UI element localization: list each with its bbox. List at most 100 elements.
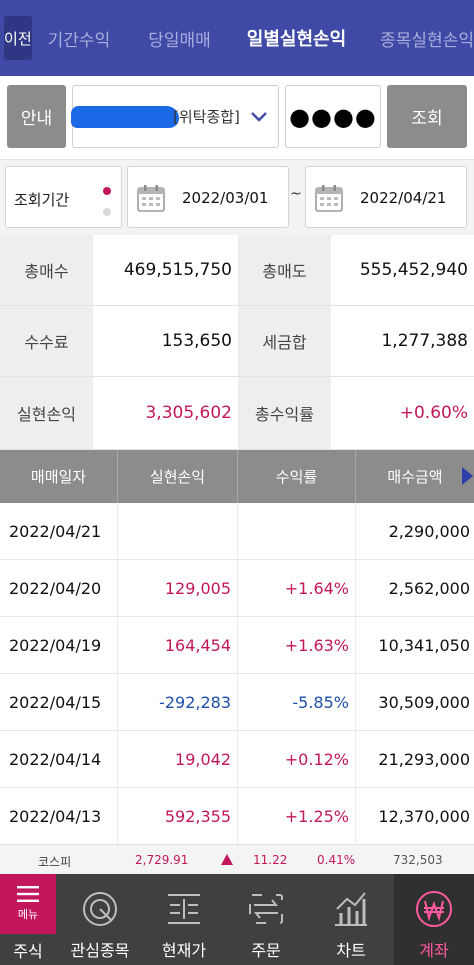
row-pl: 129,005 [118, 560, 238, 617]
top-tab-bar: 이전 기간수익 당일매매 일별실현손익 종목실현손익 [0, 0, 474, 76]
password-field[interactable]: ●●●● [285, 85, 381, 148]
col-trade-date[interactable]: 매매일자 [0, 450, 118, 503]
period-label: 조회기간 [14, 191, 70, 209]
total-return-value: +0.60% [331, 377, 474, 450]
row-amount: 12,370,000 [378, 807, 470, 826]
tax-label: 세금합 [238, 306, 331, 377]
up-triangle-icon [221, 854, 233, 865]
account-row: 안내 [위탁종합] ●●●● 조회 [0, 76, 474, 160]
nav-chart[interactable]: 차트 [308, 874, 394, 965]
tab-stock-realized[interactable]: 종목실현손익 [380, 30, 474, 51]
row-date: 2022/04/21 [0, 503, 118, 560]
account-type-label: [위탁종합] [173, 108, 240, 126]
menu-top[interactable]: 메뉴 [0, 874, 56, 934]
period-option-active-dot[interactable] [103, 187, 111, 195]
won-coin-icon [416, 891, 452, 927]
row-amount: 2,290,000 [388, 522, 470, 541]
row-rate: +1.25% [238, 788, 356, 844]
row-pl [118, 503, 238, 560]
fee-label: 수수료 [0, 306, 93, 377]
total-sell-label: 총매도 [238, 235, 331, 306]
ticker-percent: 0.41% [317, 853, 356, 867]
calendar-icon [315, 185, 343, 212]
nav-watchlist[interactable]: 관심종목 [56, 874, 144, 965]
ticker-name: 코스피 [38, 855, 72, 869]
market-ticker[interactable]: 코스피 2,729.91 11.22 0.41% 732,503 [0, 844, 474, 874]
row-rate: +1.63% [238, 617, 356, 674]
col-buy-amount[interactable]: 매수금액 [387, 468, 443, 486]
row-pl: 164,454 [118, 617, 238, 674]
nav-label: 현재가 [161, 941, 207, 960]
ticker-volume: 732,503 [393, 853, 443, 867]
row-pl: 19,042 [118, 731, 238, 788]
nav-label: 관심종목 [70, 941, 130, 960]
row-amount: 10,341,050 [378, 636, 470, 655]
row-date: 2022/04/19 [0, 617, 118, 674]
bottom-nav: 메뉴 주식 관심종목 현재가 주문 [0, 874, 474, 965]
row-amount: 21,293,000 [378, 750, 470, 769]
menu-button[interactable]: 메뉴 주식 [0, 874, 56, 965]
row-amount: 2,562,000 [388, 579, 470, 598]
guide-button[interactable]: 안내 [7, 85, 66, 148]
row-rate: +1.64% [238, 560, 356, 617]
scroll-right-icon[interactable] [462, 467, 473, 485]
menu-label: 메뉴 [17, 908, 39, 921]
period-row: 조회기간 2022/03/01 ~ 2022/04/21 [0, 160, 474, 235]
table-row[interactable]: 2022/04/20 129,005 +1.64% 2,562,000 [0, 560, 474, 617]
query-button[interactable]: 조회 [387, 85, 467, 148]
nav-current-price[interactable]: 현재가 [144, 874, 224, 965]
nav-label: 주문 [251, 941, 281, 960]
row-date: 2022/04/13 [0, 788, 118, 844]
fee-value: 153,650 [93, 306, 238, 377]
table-row[interactable]: 2022/04/13 592,355 +1.25% 12,370,000 [0, 788, 474, 844]
row-rate: -5.85% [238, 674, 356, 731]
period-selector[interactable]: 조회기간 [5, 166, 122, 228]
row-rate: +0.12% [238, 731, 356, 788]
tab-period-return[interactable]: 기간수익 [47, 30, 111, 51]
tab-daily-trade[interactable]: 당일매매 [148, 30, 211, 51]
chart-icon [335, 892, 367, 926]
col-return-rate[interactable]: 수익률 [238, 450, 356, 503]
table-row[interactable]: 2022/04/14 19,042 +0.12% 21,293,000 [0, 731, 474, 788]
row-pl: 592,355 [118, 788, 238, 844]
calendar-icon [137, 185, 165, 212]
end-date-field[interactable]: 2022/04/21 [305, 166, 467, 228]
total-buy-value: 469,515,750 [93, 235, 238, 306]
total-return-label: 총수익률 [238, 377, 331, 450]
nav-label: 계좌 [419, 941, 449, 960]
table-header: 매매일자 실현손익 수익률 매수금액 [0, 450, 474, 503]
table-row[interactable]: 2022/04/19 164,454 +1.63% 10,341,050 [0, 617, 474, 674]
row-date: 2022/04/14 [0, 731, 118, 788]
nav-label: 차트 [336, 941, 366, 960]
row-amount: 30,509,000 [378, 693, 470, 712]
total-buy-label: 총매수 [0, 235, 93, 306]
row-date: 2022/04/15 [0, 674, 118, 731]
nav-account[interactable]: 계좌 [394, 874, 474, 965]
prev-button[interactable]: 이전 [4, 16, 32, 60]
table-body: 2022/04/21 2,290,000 2022/04/20 129,005 … [0, 503, 474, 844]
menu-stock-label[interactable]: 주식 [0, 934, 56, 965]
ticker-change: 11.22 [253, 853, 288, 867]
end-date-value: 2022/04/21 [360, 189, 447, 207]
hamburger-icon [17, 886, 39, 902]
chevron-down-icon [251, 112, 267, 122]
redaction-mark [71, 106, 179, 128]
col-realized-pl[interactable]: 실현손익 [118, 450, 238, 503]
summary-table: 총매수 469,515,750 총매도 555,452,940 수수료 153,… [0, 235, 474, 450]
start-date-field[interactable]: 2022/03/01 [127, 166, 289, 228]
quote-list-icon [168, 894, 200, 924]
realized-value: 3,305,602 [93, 377, 238, 450]
tab-daily-realized[interactable]: 일별실현손익 [246, 29, 347, 50]
tax-value: 1,277,388 [331, 306, 474, 377]
period-option-inactive-dot[interactable] [103, 208, 111, 216]
row-pl: -292,283 [118, 674, 238, 731]
account-select[interactable]: [위탁종합] [71, 85, 279, 148]
total-sell-value: 555,452,940 [331, 235, 474, 306]
ticker-index: 2,729.91 [135, 853, 189, 867]
nav-order[interactable]: 주문 [224, 874, 308, 965]
table-row[interactable]: 2022/04/21 2,290,000 [0, 503, 474, 560]
date-separator: ~ [290, 186, 302, 202]
table-row[interactable]: 2022/04/15 -292,283 -5.85% 30,509,000 [0, 674, 474, 731]
realized-label: 실현손익 [0, 377, 93, 450]
row-date: 2022/04/20 [0, 560, 118, 617]
